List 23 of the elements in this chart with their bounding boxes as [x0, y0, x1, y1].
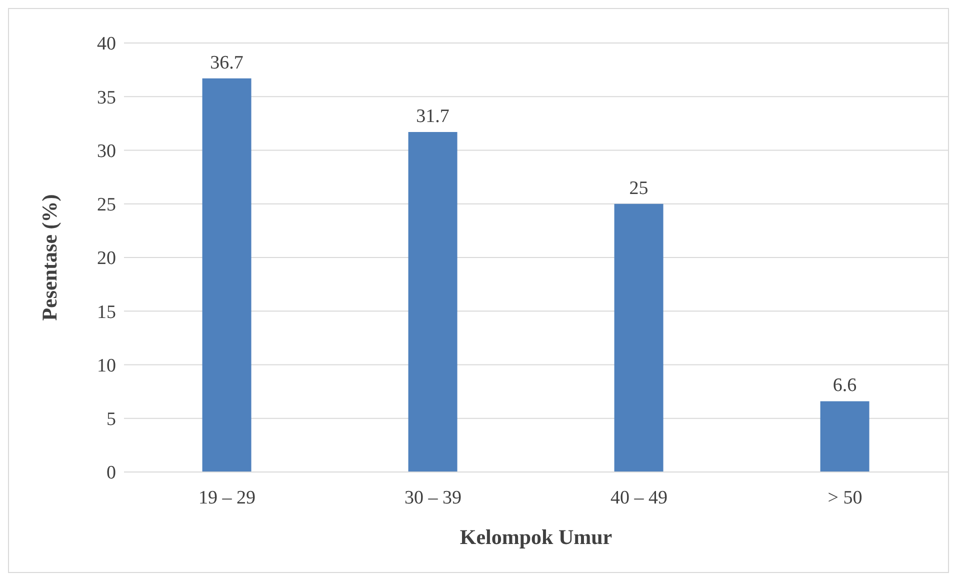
- data-label: 31.7: [416, 106, 450, 128]
- x-tick-label: 40 – 49: [610, 487, 668, 508]
- y-tick-label: 30: [97, 140, 116, 162]
- x-tick-label: > 50: [828, 487, 862, 508]
- x-tick-label: 19 – 29: [198, 487, 256, 508]
- y-tick-label: 0: [106, 462, 116, 484]
- bar: [820, 401, 870, 472]
- x-axis-title: Kelompok Umur: [460, 525, 612, 549]
- x-tick-label: 30 – 39: [404, 487, 462, 508]
- bar: [408, 132, 458, 472]
- y-tick-label: 25: [97, 194, 116, 216]
- bar: [614, 204, 664, 472]
- data-label: 25: [629, 178, 648, 199]
- y-tick-label: 10: [97, 355, 116, 376]
- data-label: 6.6: [832, 375, 857, 396]
- bar: [202, 78, 252, 472]
- y-tick-label: 35: [97, 87, 116, 108]
- data-label: 36.7: [210, 52, 244, 74]
- y-tick-label: 40: [97, 34, 116, 55]
- y-axis-title: Pesentase (%): [37, 194, 62, 321]
- y-tick-label: 5: [106, 409, 116, 430]
- y-tick-label: 20: [97, 248, 116, 270]
- y-tick-label: 15: [97, 302, 116, 323]
